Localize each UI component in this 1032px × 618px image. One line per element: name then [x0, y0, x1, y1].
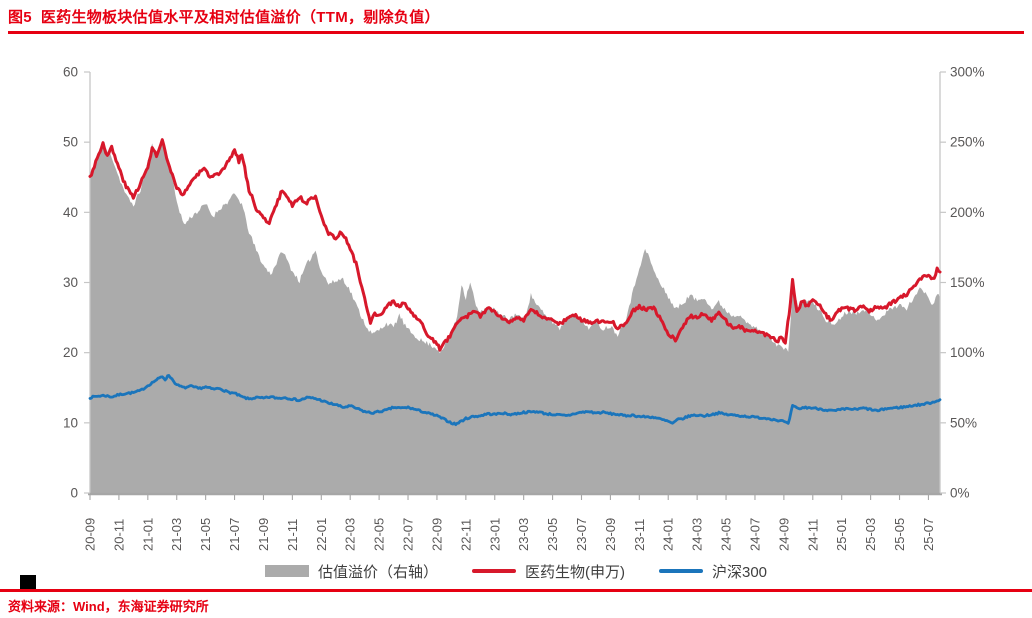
x-axis-tick-label: 23-09: [603, 518, 618, 551]
valuation-premium-chart: 0 10 20 30 40 50 60 0% 50% 100% 150% 200% 250% 300% 20…: [63, 65, 985, 552]
right-axis-tick-label: 250%: [950, 135, 985, 150]
premium-area-swatch: [264, 565, 309, 577]
left-axis-tick-label: 10: [63, 415, 78, 430]
csi300-line-path: [88, 374, 942, 427]
left-axis-tick-label: 50: [63, 135, 78, 150]
title-divider-rule: [8, 31, 1024, 34]
x-axis-tick-label: 21-05: [198, 518, 213, 551]
x-axis-tick-label: 20-09: [83, 518, 98, 551]
x-axis-tick-label: 22-09: [429, 518, 444, 551]
x-axis-tick-label: 21-11: [285, 519, 300, 551]
x-axis-tick-label: 23-03: [516, 518, 531, 551]
left-axis-tick-label: 0: [70, 486, 78, 501]
x-axis-tick-label: 21-07: [227, 518, 242, 551]
x-axis-tick-label: 22-07: [401, 518, 416, 551]
x-axis-tick-label: 24-03: [690, 518, 705, 551]
legend-item-premium: 估值溢价（右轴）: [264, 561, 438, 582]
legend-label-csi300: 沪深300: [711, 563, 768, 581]
x-axis-tick-label: 25-01: [834, 518, 849, 551]
x-axis-tick-label: 22-01: [314, 518, 329, 551]
right-axis-tick-label: 150%: [950, 275, 985, 290]
pharma-line-path: [88, 138, 942, 352]
right-axis-tick-label: 0%: [950, 486, 970, 501]
x-axis-tick-label: 22-11: [458, 519, 473, 551]
left-axis-tick-label: 60: [63, 65, 78, 80]
x-axis-tick-label: 24-01: [661, 518, 676, 551]
x-axis-tick-label: 23-07: [574, 518, 589, 551]
legend-label-pharma: 医药生物(申万): [524, 563, 625, 581]
x-axis-tick-label: 24-11: [805, 519, 820, 551]
pharma-line-swatch: [471, 569, 516, 573]
footer-decorative-black-square: [20, 575, 36, 589]
x-axis-tick-label: 22-03: [343, 518, 358, 551]
footer-divider-rule: [0, 589, 1032, 592]
figure-title: 图5 医药生物板块估值水平及相对估值溢价（TTM，剔除负值）: [8, 9, 440, 26]
x-axis-tick-label: 20-11: [111, 519, 126, 551]
x-axis-tick-label: 23-01: [487, 518, 502, 551]
chart-legend: 估值溢价（右轴） 医药生物(申万) 沪深300: [0, 560, 1032, 582]
right-axis-tick-label: 200%: [950, 205, 985, 220]
left-axis-tick-label: 20: [63, 345, 78, 360]
x-axis-tick-label: 24-05: [719, 518, 734, 551]
x-axis-tick-label: 21-09: [256, 518, 271, 551]
right-axis-tick-label: 100%: [950, 345, 985, 360]
csi300-line-swatch: [658, 569, 703, 573]
left-axis-tick-label: 40: [63, 205, 78, 220]
x-axis-tick-label: 21-03: [169, 518, 184, 551]
legend-label-premium: 估值溢价（右轴）: [317, 563, 438, 581]
x-axis-tick-label: 25-03: [863, 518, 878, 551]
legend-item-pharma: 医药生物(申万): [471, 561, 625, 582]
premium-area-path: [90, 137, 940, 493]
x-axis-tick-label: 23-11: [632, 519, 647, 551]
x-axis-tick-label: 24-09: [776, 518, 791, 551]
legend-item-csi300: 沪深300: [658, 561, 768, 582]
x-axis-tick-label: 24-07: [747, 518, 762, 551]
right-axis-tick-label: 300%: [950, 65, 985, 80]
right-axis-tick-label: 50%: [950, 415, 977, 430]
x-axis-tick-label: 22-05: [372, 518, 387, 551]
x-axis-tick-label: 21-01: [140, 518, 155, 551]
x-axis-tick-label: 25-07: [921, 518, 936, 551]
x-axis-tick-label: 25-05: [892, 518, 907, 551]
source-note: 资料来源：Wind，东海证券研究所: [8, 599, 209, 614]
left-axis-tick-label: 30: [63, 275, 78, 290]
x-axis-tick-label: 23-05: [545, 518, 560, 551]
